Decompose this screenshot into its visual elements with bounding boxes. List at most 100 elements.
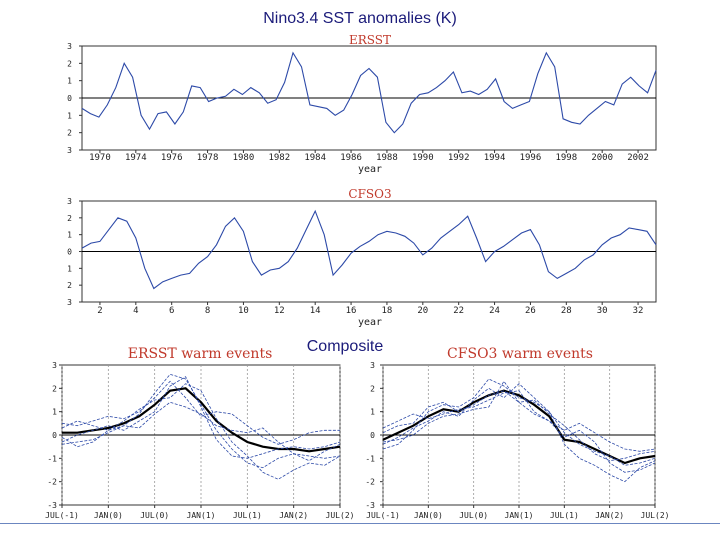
y-tick-label: 2 — [67, 129, 72, 138]
y-tick-label: 1 — [67, 111, 72, 120]
x-tick-label: 4 — [133, 306, 138, 316]
y-tick-label: 1 — [370, 408, 375, 417]
x-tick-label: 1994 — [484, 153, 506, 163]
x-tick-label: 26 — [525, 306, 536, 316]
composite-series-line — [382, 389, 656, 465]
x-tick-label: 1998 — [555, 153, 577, 163]
x-tick-label: 12 — [274, 306, 285, 316]
composite-series-line — [62, 387, 341, 453]
x-tick-label: 1980 — [233, 153, 255, 163]
series-line-1 — [81, 51, 657, 134]
composite-label: Composite — [306, 338, 384, 355]
x-tick-label: 30 — [597, 306, 608, 316]
x-tick-label: JAN(1) — [187, 511, 216, 520]
x-tick-label: JUL(2) — [641, 511, 670, 520]
y-tick-label: -2 — [365, 478, 375, 487]
x-tick-label: 16 — [346, 306, 357, 316]
x-tick-label: 22 — [453, 306, 464, 316]
y-tick-label: 2 — [67, 281, 72, 290]
y-tick-label: 2 — [67, 214, 72, 223]
y-tick-label: 2 — [370, 384, 375, 393]
y-tick-label: 1 — [67, 231, 72, 240]
x-tick-label: 2000 — [591, 153, 613, 163]
x-tick-label: 8 — [205, 306, 210, 316]
x-tick-label: 10 — [238, 306, 249, 316]
x-axis-label: year — [358, 317, 382, 328]
x-tick-label: 1990 — [412, 153, 434, 163]
y-tick-label: 1 — [67, 77, 72, 86]
y-tick-label: 1 — [52, 408, 57, 417]
chart-title: CFSO3 warm events — [447, 346, 593, 362]
y-tick-label: 3 — [67, 42, 72, 51]
series-line-3 — [382, 390, 656, 452]
x-tick-label: JUL(0) — [459, 511, 488, 520]
y-tick-label: -3 — [365, 501, 375, 510]
x-tick-label: JAN(0) — [414, 511, 443, 520]
series-line-3 — [61, 380, 340, 445]
chart-title: ERSST warm events — [128, 346, 273, 362]
series-line-4 — [61, 383, 341, 480]
x-tick-label: 1992 — [448, 153, 470, 163]
y-tick-label: 3 — [67, 298, 72, 307]
x-tick-label: 14 — [310, 306, 321, 316]
y-tick-label: 1 — [67, 264, 72, 273]
x-tick-label: 1982 — [268, 153, 290, 163]
x-tick-label: 24 — [489, 306, 500, 316]
x-tick-label: 2 — [97, 306, 102, 316]
y-tick-label: 3 — [67, 197, 72, 206]
series-line-2 — [382, 378, 656, 483]
y-tick-label: 2 — [67, 59, 72, 68]
x-tick-label: 18 — [382, 306, 393, 316]
chart-title: CFSO3 — [348, 187, 391, 201]
x-tick-label: JAN(2) — [279, 511, 308, 520]
x-tick-label: JUL(1) — [233, 511, 262, 520]
x-tick-label: JAN(1) — [505, 511, 534, 520]
chart-panel-1: ERSST 3 2 1 0 1 2 3 1970 1974 1976 1978 1980 1982 1984… — [67, 33, 657, 175]
x-tick-label: JAN(0) — [94, 511, 123, 520]
x-tick-label: 20 — [417, 306, 428, 316]
y-tick-label: 0 — [370, 431, 375, 440]
x-tick-label: 1974 — [125, 153, 147, 163]
y-tick-label: 0 — [67, 248, 72, 257]
chart-title: ERSST — [349, 33, 391, 47]
x-tick-label: 2002 — [627, 153, 649, 163]
x-tick-label: 32 — [633, 306, 644, 316]
y-tick-label: 2 — [52, 384, 57, 393]
x-tick-label: JUL(2) — [326, 511, 355, 520]
x-tick-label: 1984 — [304, 153, 326, 163]
series-line-4 — [382, 380, 656, 462]
x-tick-label: 28 — [561, 306, 572, 316]
x-tick-label: JAN(2) — [595, 511, 624, 520]
x-tick-label: 6 — [169, 306, 174, 316]
series-line-1 — [81, 209, 657, 290]
x-tick-label: 1986 — [340, 153, 362, 163]
slide-title: Nino3.4 SST anomalies (K) — [263, 10, 457, 27]
x-tick-label: 1988 — [376, 153, 398, 163]
x-tick-label: 1970 — [89, 153, 111, 163]
series-line-5 — [61, 401, 341, 459]
x-axis-label: year — [358, 164, 382, 175]
series-line-5 — [382, 390, 656, 473]
x-tick-label: 1978 — [197, 153, 219, 163]
x-tick-label: JUL(0) — [140, 511, 169, 520]
x-tick-label: 1976 — [161, 153, 183, 163]
x-tick-label: JUL(1) — [550, 511, 579, 520]
y-tick-label: -2 — [47, 478, 57, 487]
x-tick-label: 1996 — [520, 153, 542, 163]
x-tick-label: JUL(-1) — [45, 511, 79, 520]
y-tick-label: 0 — [52, 431, 57, 440]
series-line-6 — [382, 383, 656, 466]
y-tick-label: -3 — [47, 501, 57, 510]
y-tick-label: 3 — [67, 146, 72, 155]
x-tick-label: JUL(-1) — [366, 511, 400, 520]
y-tick-label: -1 — [47, 454, 57, 463]
y-tick-label: 3 — [52, 361, 57, 370]
y-tick-label: 0 — [67, 94, 72, 103]
bottom-divider — [0, 523, 720, 524]
y-tick-label: 3 — [370, 361, 375, 370]
y-tick-label: -1 — [365, 454, 375, 463]
